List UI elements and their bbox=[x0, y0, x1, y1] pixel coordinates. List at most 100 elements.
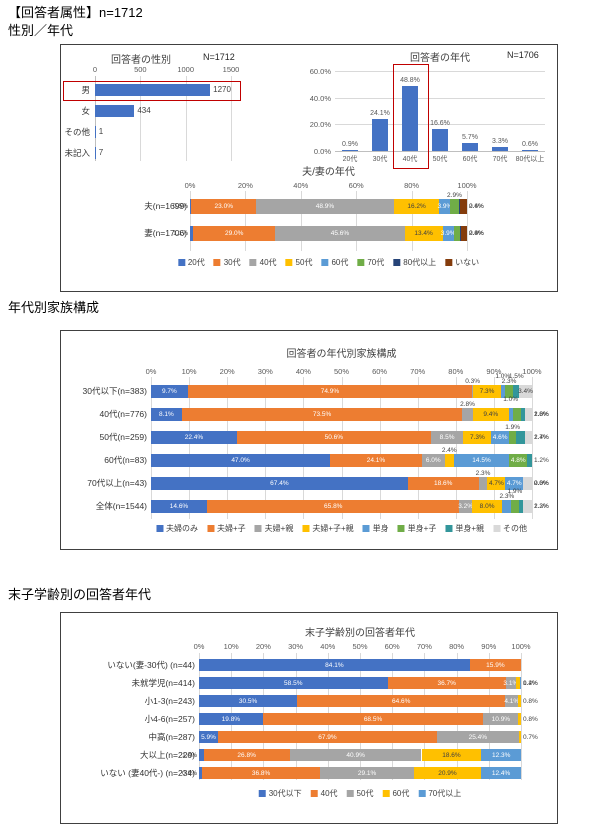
value-label: 2.0% bbox=[469, 230, 484, 237]
bar-segment bbox=[509, 431, 517, 444]
n-label: N=1706 bbox=[507, 50, 539, 60]
highlight-box bbox=[63, 81, 241, 101]
value-label: 14.5% bbox=[472, 457, 491, 464]
legend-swatch bbox=[493, 525, 501, 532]
axis-tick-label: 80% bbox=[449, 642, 465, 651]
category-label: 60代 bbox=[462, 156, 478, 163]
spouse-age-stacked-chart: 夫/妻の年代 0% 20% 40% 60% 80% 100% 夫(n=1699) 0.5% 23.… bbox=[61, 163, 557, 291]
legend: 20代 30代 40代 50代 60代 70代 80代以上 いない bbox=[177, 257, 479, 268]
value-label: 3.4% bbox=[518, 388, 533, 395]
bar-segment bbox=[199, 659, 470, 671]
grid-line bbox=[521, 653, 522, 780]
category-label: 50代 bbox=[432, 156, 448, 163]
bar-segment bbox=[453, 454, 510, 467]
axis-tick-label: 1500 bbox=[222, 65, 240, 74]
value-label: 1.4% bbox=[182, 751, 197, 759]
bar-segment bbox=[387, 677, 506, 689]
grid-line bbox=[300, 191, 302, 251]
value-label: 9.7% bbox=[161, 388, 177, 395]
bar-segment bbox=[151, 454, 331, 467]
legend-label: 夫婦+親 bbox=[264, 524, 294, 533]
grid-line bbox=[140, 76, 142, 161]
value-label: 2.3% bbox=[534, 503, 549, 510]
bar-segment bbox=[201, 767, 321, 779]
legend-swatch bbox=[397, 525, 405, 532]
value-label: 3.3% bbox=[492, 137, 508, 145]
legend-label: 50代 bbox=[356, 789, 374, 798]
bar-segment bbox=[491, 431, 509, 444]
value-label: 65.8% bbox=[324, 503, 343, 510]
legend-swatch bbox=[393, 259, 401, 266]
legend-label: 単身 bbox=[372, 524, 389, 533]
value-label: 50.6% bbox=[324, 434, 344, 441]
grid-line bbox=[265, 377, 267, 519]
legend-label: 50代 bbox=[295, 258, 313, 267]
axis-line bbox=[335, 151, 545, 152]
value-label: 0.6% bbox=[522, 141, 538, 149]
value-label: 8.0% bbox=[479, 503, 495, 510]
value-label: 0.9% bbox=[342, 140, 358, 148]
bar-segment bbox=[505, 695, 519, 707]
legend-swatch bbox=[285, 259, 293, 266]
value-label: 74.9% bbox=[320, 388, 340, 395]
row-label: 未就学児(n=414) bbox=[131, 677, 195, 688]
bar-segment bbox=[442, 226, 454, 241]
row-label: 30代以下(n=383) bbox=[82, 386, 148, 396]
axis-tick-label: 10% bbox=[181, 367, 197, 376]
family-structure-stacked-chart: 回答者の年代別家族構成 0% 10% 20% 30% 40% 50% 60% 70% 80% 90%… bbox=[61, 331, 557, 549]
grid-line bbox=[189, 377, 191, 519]
legend-item: 60代 bbox=[321, 257, 348, 268]
legend-item: 夫婦+親 bbox=[254, 523, 294, 534]
bar-segment bbox=[151, 431, 237, 444]
chart-title: 末子学齢別の回答者年代 bbox=[305, 628, 415, 639]
value-label: 6.0% bbox=[425, 457, 441, 464]
bar-segment bbox=[511, 500, 519, 513]
row-label: 妻(n=1706) bbox=[144, 228, 187, 238]
value-label: 1.0% bbox=[503, 396, 519, 403]
value-label: 0.5% bbox=[173, 203, 188, 210]
legend-label: 70代以上 bbox=[428, 789, 462, 798]
bar-segment bbox=[512, 408, 522, 421]
legend-label: 30代 bbox=[223, 258, 241, 267]
value-label: 16.6% bbox=[430, 119, 450, 127]
value-label: 2.8% bbox=[460, 401, 475, 408]
bar-segment bbox=[481, 767, 521, 779]
value-label: 26.8% bbox=[237, 751, 256, 759]
row-label: 中高(n=287) bbox=[148, 731, 195, 742]
bar bbox=[522, 150, 538, 151]
value-label: 23.0% bbox=[214, 203, 233, 210]
axis-tick-label: 500 bbox=[134, 65, 147, 74]
value-label: 67.4% bbox=[270, 480, 289, 487]
value-label: 2.3% bbox=[469, 230, 484, 237]
value-label: 0.2% bbox=[523, 679, 538, 687]
bar-segment bbox=[151, 385, 188, 398]
legend-item: 単身+子 bbox=[397, 523, 436, 534]
value-label: 0.0% bbox=[534, 480, 549, 487]
bar-segment bbox=[471, 500, 503, 513]
section-heading-sex-age: 性別／年代 bbox=[8, 23, 74, 38]
bar-segment bbox=[151, 477, 408, 490]
bar-segment bbox=[460, 226, 462, 241]
grid-line bbox=[231, 76, 232, 161]
value-label: 25.4% bbox=[468, 733, 488, 741]
legend: 30代以下 40代 50代 60代 70代以上 bbox=[258, 788, 462, 799]
value-label: 40.9% bbox=[346, 751, 365, 759]
bar-segment bbox=[275, 226, 405, 241]
grid-line bbox=[493, 377, 495, 519]
section-heading-school-age: 末子学齢別の回答者年代 bbox=[8, 587, 152, 602]
value-label: 2.3% bbox=[501, 378, 517, 385]
axis-tick-label: 90% bbox=[486, 367, 502, 376]
bar-segment bbox=[519, 385, 532, 398]
category-label: その他 bbox=[64, 127, 90, 137]
bar-segment bbox=[439, 199, 451, 214]
axis-tick-label: 0.0% bbox=[313, 147, 331, 156]
value-label: 24.1% bbox=[366, 457, 386, 464]
grid-line bbox=[303, 377, 305, 519]
bar-segment bbox=[256, 199, 394, 214]
axis-tick-label: 0% bbox=[145, 367, 157, 376]
legend-item: 50代 bbox=[346, 788, 374, 799]
bar-segment bbox=[525, 408, 532, 421]
value-label: 2.4% bbox=[441, 447, 457, 454]
bar-segment bbox=[527, 454, 532, 467]
axis-tick-label: 0 bbox=[92, 65, 98, 74]
